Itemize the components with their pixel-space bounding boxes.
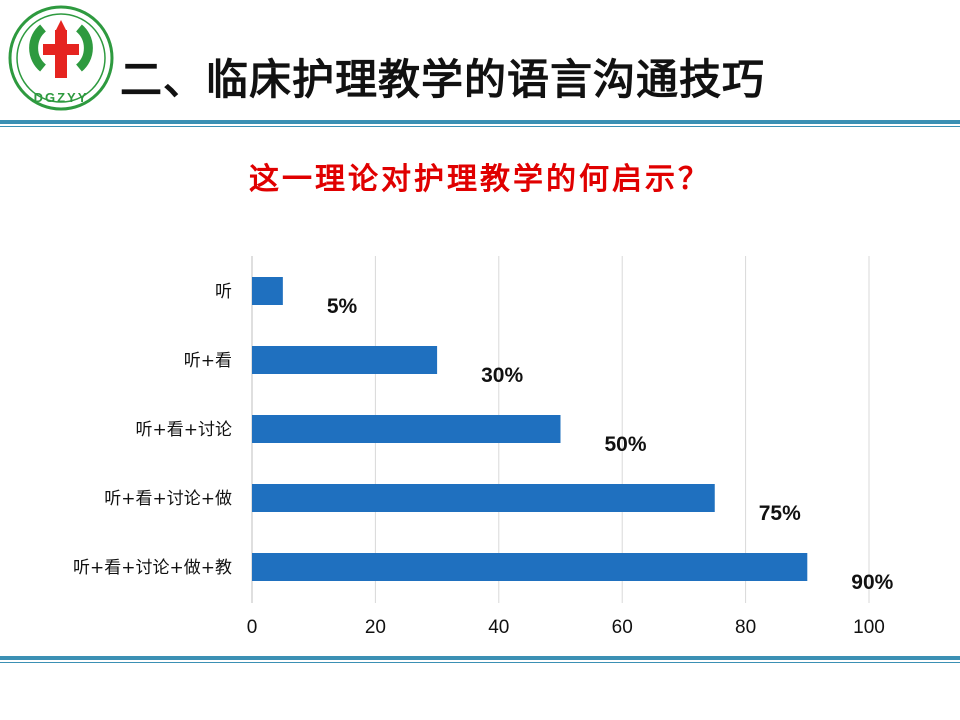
category-label: 听+看+讨论+做+教 [73,558,232,578]
hospital-logo: DGZYY [8,5,114,111]
bar [252,553,808,581]
x-tick-label: 0 [247,617,258,638]
slide-title: 二、临床护理教学的语言沟通技巧 [120,55,766,104]
slide-subtitle: 这一理论对护理教学的何启示？ [249,162,711,197]
bar [252,346,438,374]
data-label: 90% [851,571,893,594]
data-label: 75% [759,502,801,525]
labels: 0 20 40 60 80 100 听 5% 听+看 30% 听+看+讨论 50% 听+看+讨论+做 75… [73,282,894,638]
x-tick-label: 100 [853,617,885,638]
category-label: 听+看+讨论+做 [104,489,232,509]
x-tick-label: 20 [365,617,386,638]
header-divider [0,120,960,124]
bar [252,277,283,305]
category-label: 听 [215,282,232,302]
logo-text: DGZYY [34,90,89,105]
x-tick-label: 40 [488,617,509,638]
footer-divider [0,656,960,660]
bars [252,277,808,581]
category-label: 听+看+讨论 [136,420,233,440]
data-label: 5% [327,295,358,318]
data-label: 50% [605,433,647,456]
category-label: 听+看 [184,351,232,371]
footer-divider-thin [0,662,960,663]
x-tick-label: 60 [612,617,633,638]
data-label: 30% [481,364,523,387]
header-divider-thin [0,126,960,127]
x-tick-label: 80 [735,617,756,638]
bar [252,415,561,443]
bar [252,484,715,512]
bar-chart: 0 20 40 60 80 100 听 5% 听+看 30% 听+看+讨论 50% 听+看+讨论+做 75… [73,256,894,638]
